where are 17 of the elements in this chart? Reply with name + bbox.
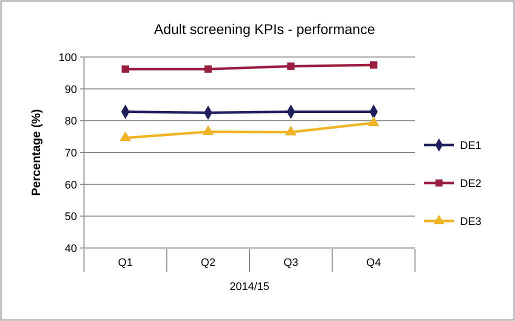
y-tick-label: 100 bbox=[58, 52, 77, 64]
chart-title: Adult screening KPIs - performance bbox=[154, 21, 376, 37]
y-tick-label: 50 bbox=[64, 211, 77, 224]
y-tick-label: 80 bbox=[64, 116, 77, 128]
legend-label: DE1 bbox=[460, 140, 482, 152]
x-tick-label: Q4 bbox=[366, 257, 381, 269]
y-tick-label: 90 bbox=[64, 84, 77, 96]
x-tick-label: Q3 bbox=[284, 257, 298, 269]
x-tick-label: Q1 bbox=[118, 257, 133, 269]
y-tick-label: 40 bbox=[64, 243, 77, 255]
legend-label: DE3 bbox=[460, 216, 482, 228]
y-axis-title: Percentage (%) bbox=[29, 109, 43, 196]
legend-label: DE2 bbox=[460, 178, 482, 190]
x-axis-title: 2014/15 bbox=[230, 281, 270, 293]
y-tick-label: 60 bbox=[64, 179, 77, 192]
x-tick-label: Q2 bbox=[200, 257, 216, 269]
y-tick-label: 70 bbox=[64, 148, 77, 160]
